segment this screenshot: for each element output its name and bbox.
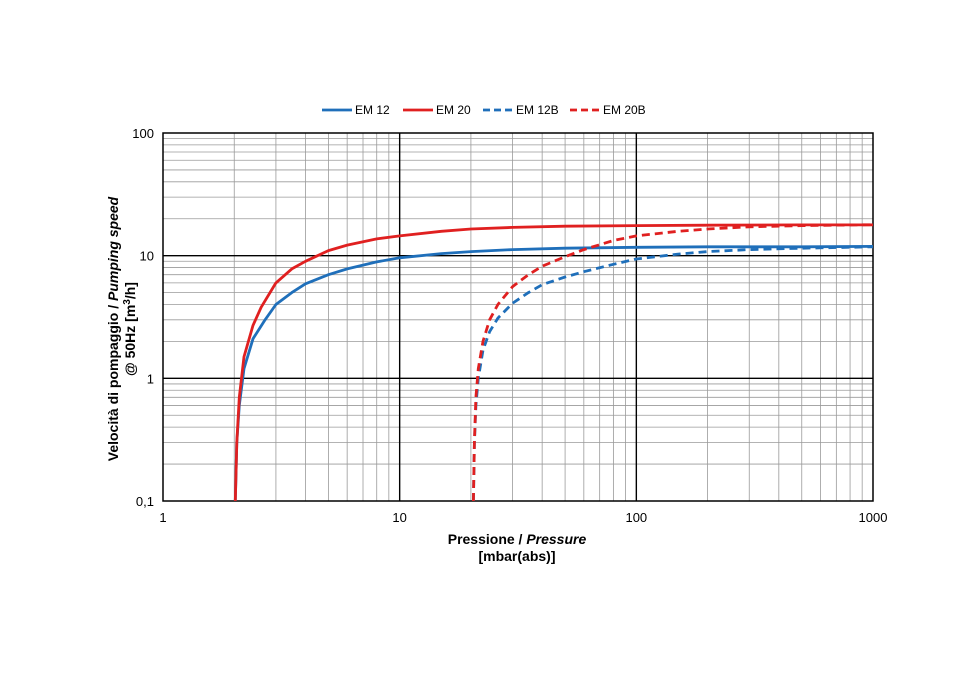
y-tick-label: 100 <box>132 126 154 141</box>
series-line-em-20b <box>472 223 874 502</box>
y-tick-label: 0,1 <box>136 494 154 509</box>
y-axis-title-normal: Velocità di pompaggio / <box>105 301 121 461</box>
y-tick-label: 1 <box>147 371 154 386</box>
x-tick-labels: 1 10 100 1000 <box>159 510 887 525</box>
x-axis-title-italic: Pressure <box>526 531 586 547</box>
x-axis-title: Pressione / Pressure <box>448 531 587 547</box>
plot-frame <box>162 132 874 502</box>
series-line-em-12 <box>233 245 874 502</box>
y-axis-unit-pre: @ 50Hz [m <box>122 305 138 376</box>
y-axis-unit-sup: 3 <box>122 299 133 305</box>
x-axis-unit: [mbar(abs)] <box>478 548 555 564</box>
legend-label: EM 20 <box>436 103 471 117</box>
y-axis-title: Velocità di pompaggio / Pumping speed <box>105 196 121 461</box>
legend-label: EM 20B <box>603 103 646 117</box>
legend: EM 12 EM 20 EM 12B EM 20B <box>322 103 646 117</box>
y-axis-unit: @ 50Hz [m3/h] <box>122 282 139 376</box>
y-axis-unit-post: /h] <box>122 282 138 299</box>
y-tick-label: 10 <box>140 249 154 264</box>
major-gridlines <box>163 133 873 501</box>
series-layer <box>233 223 874 502</box>
series-line-em-12b <box>472 245 874 502</box>
series-line-em-20 <box>233 223 873 502</box>
legend-label: EM 12B <box>516 103 559 117</box>
legend-label: EM 12 <box>355 103 390 117</box>
x-tick-label: 1 <box>159 510 166 525</box>
y-tick-labels: 0,1 1 10 100 <box>132 126 154 509</box>
y-axis-title-italic: Pumping speed <box>105 196 121 301</box>
x-tick-label: 100 <box>625 510 647 525</box>
x-tick-label: 10 <box>392 510 406 525</box>
x-axis-title-normal: Pressione / <box>448 531 527 547</box>
minor-gridlines <box>163 133 873 501</box>
x-tick-label: 1000 <box>859 510 888 525</box>
